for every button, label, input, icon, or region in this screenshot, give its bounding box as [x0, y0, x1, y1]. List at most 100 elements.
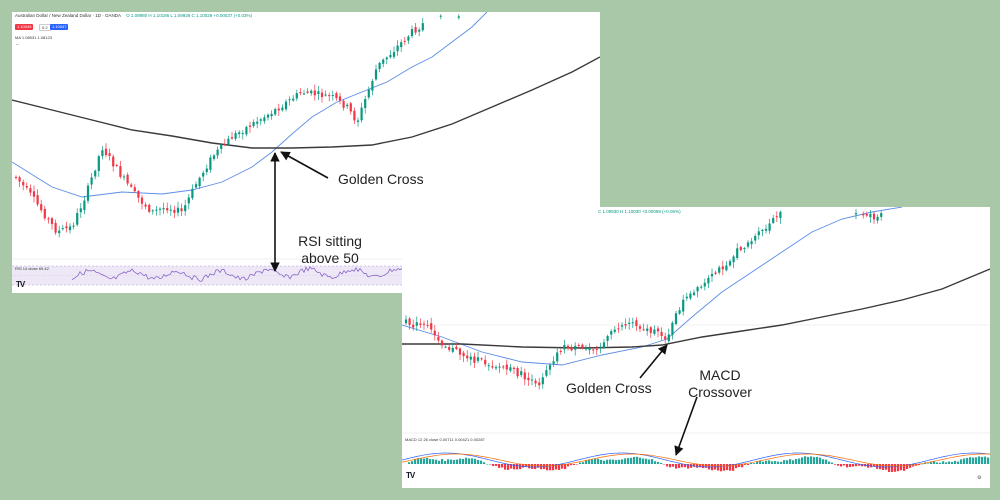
golden-cross-label-1: Golden Cross	[338, 171, 424, 187]
candle-body	[865, 214, 868, 216]
macd-bar	[666, 464, 669, 467]
candle-body	[97, 156, 100, 171]
candle-body	[455, 346, 458, 350]
candle-body	[545, 370, 548, 376]
macd-bar	[825, 459, 828, 464]
candle-body	[876, 216, 879, 221]
candle-body	[29, 188, 32, 193]
macd-line	[402, 452, 990, 468]
macd-bar	[528, 464, 531, 469]
macd-bar	[606, 459, 609, 464]
candle-body	[599, 346, 602, 349]
macd-bar	[726, 464, 729, 471]
candle-body	[880, 213, 883, 217]
candle-body	[728, 261, 732, 266]
candle-body	[678, 310, 681, 314]
macd-bar	[675, 464, 678, 469]
macd-bar	[471, 458, 474, 464]
candle-body	[448, 347, 451, 350]
candle-body	[516, 368, 519, 377]
macd-bar	[408, 462, 411, 464]
gear-icon-2[interactable]: ⚙	[977, 475, 982, 481]
candle-body	[270, 113, 273, 117]
macd-bar	[921, 463, 924, 465]
symbol-title: Australian Dollar / New Zealand Dollar ·…	[15, 13, 121, 18]
candle-body	[277, 108, 280, 111]
macd-bar	[438, 460, 441, 464]
candle-body	[606, 336, 609, 341]
price-chart-2	[402, 207, 990, 473]
candle-body	[635, 320, 638, 327]
macd-arrow	[674, 396, 698, 456]
candle-body	[104, 148, 108, 156]
chart-panel-top: Australian Dollar / New Zealand Dollar ·…	[12, 12, 600, 293]
macd-bar	[915, 464, 918, 466]
candle-body	[498, 366, 501, 368]
macd-bar	[678, 464, 681, 468]
candle-body	[649, 327, 652, 333]
candle-body	[50, 218, 54, 224]
candle-body	[180, 208, 183, 212]
macd-legend: MACD 12 26 close 0.00711 0.00421 0.00287	[405, 437, 485, 442]
candle-body	[419, 323, 422, 325]
candle-body	[527, 377, 530, 381]
candle-body	[25, 186, 28, 188]
candle-body	[412, 324, 415, 328]
candle-body	[566, 345, 570, 349]
buy-price-button[interactable]: 1.10047	[50, 24, 69, 30]
macd-bar	[888, 464, 891, 473]
candle-body	[439, 15, 442, 17]
macd-bar	[840, 464, 843, 467]
candle-body	[205, 168, 208, 172]
macd-bar	[552, 464, 555, 471]
macd-bar	[981, 456, 984, 464]
candle-body	[414, 27, 417, 33]
candle-body	[338, 96, 342, 101]
macd-bar	[453, 460, 456, 464]
macd-bar	[933, 461, 936, 464]
macd-label: MACD Crossover	[688, 367, 752, 400]
macd-bar	[654, 461, 657, 464]
macd-bar	[807, 456, 810, 464]
candle-body	[437, 336, 440, 341]
macd-bar	[564, 464, 567, 470]
macd-bar	[837, 464, 840, 466]
candle-body	[457, 16, 460, 18]
minus-icon[interactable]: −	[16, 42, 19, 48]
candle-body	[588, 348, 591, 351]
candle-body	[364, 98, 367, 109]
candle-body	[484, 359, 487, 365]
macd-bar	[984, 456, 987, 464]
macd-bar	[426, 457, 429, 464]
candle-body	[112, 156, 115, 167]
macd-bar	[582, 462, 585, 464]
macd-bar	[507, 464, 510, 470]
macd-bar	[522, 464, 525, 468]
macd-bar	[789, 459, 792, 464]
macd-bar	[858, 464, 861, 466]
sell-price-button[interactable]: 1.10045	[15, 24, 34, 30]
candle-body	[646, 328, 649, 331]
macd-bar	[474, 458, 477, 464]
macd-bar	[696, 464, 699, 468]
macd-bar	[630, 457, 633, 464]
candle-body	[613, 329, 616, 332]
candle-body	[768, 223, 771, 231]
macd-bar	[873, 464, 876, 467]
candle-body	[335, 93, 338, 99]
candle-body	[408, 318, 411, 325]
candle-body	[385, 57, 388, 60]
candle-body	[595, 348, 598, 350]
candle-body	[342, 100, 345, 108]
macd-bar	[600, 459, 603, 464]
ma-legend: MA 1.08931 1.08123	[15, 35, 52, 40]
candle-body	[746, 242, 750, 247]
candle-body	[256, 121, 259, 124]
candle-body	[624, 323, 627, 326]
candle-body	[779, 211, 782, 218]
candle-body	[584, 348, 588, 350]
candle-body	[346, 104, 349, 107]
candle-body	[130, 184, 133, 187]
candle-body	[169, 209, 172, 211]
candle-body	[403, 40, 406, 42]
